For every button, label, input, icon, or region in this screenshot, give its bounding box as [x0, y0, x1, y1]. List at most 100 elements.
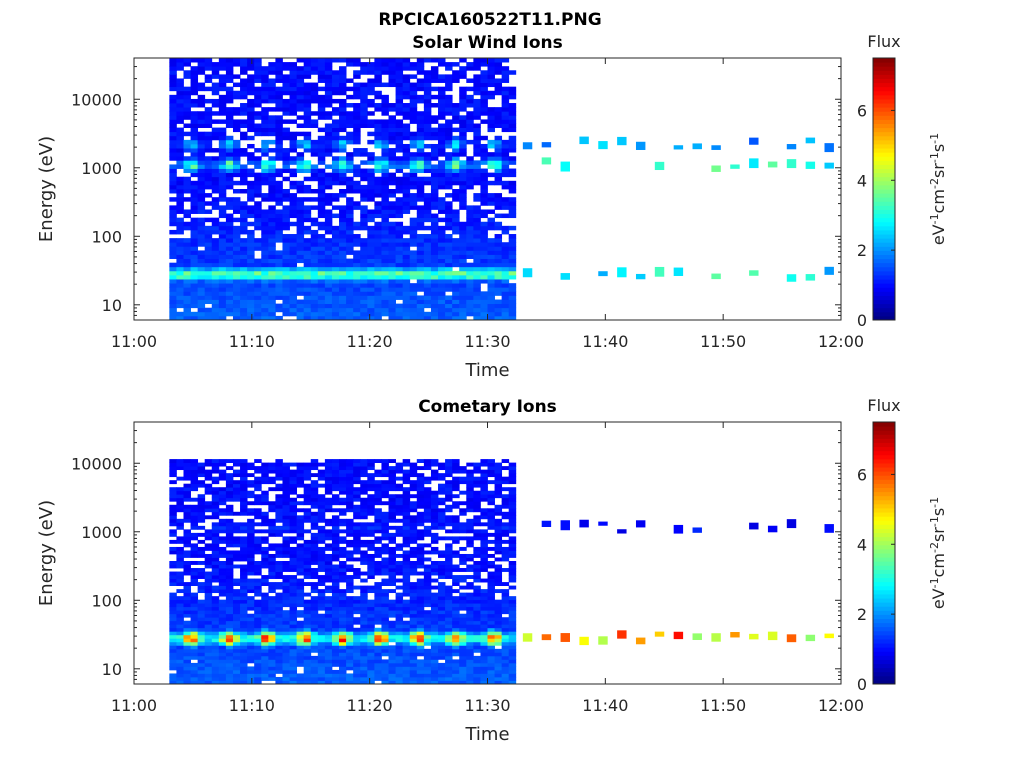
heatmap-cell: [430, 659, 439, 664]
heatmap-cell: [466, 103, 474, 108]
heatmap-cell: [374, 606, 382, 611]
heatmap-cell: [487, 250, 495, 255]
heatmap-cell: [218, 550, 227, 555]
heatmap-cell: [324, 469, 333, 474]
heatmap-cell: [466, 160, 474, 165]
heatmap-cell: [360, 213, 368, 219]
heatmap-cell: [289, 511, 298, 516]
heatmap-cell: [416, 262, 425, 268]
heatmap-cell: [367, 620, 375, 625]
heatmap-cell: [204, 143, 213, 149]
heatmap-cell: [402, 539, 411, 544]
heatmap-cell: [232, 659, 241, 664]
heatmap-cell: [218, 462, 227, 467]
heatmap-cell: [459, 229, 467, 235]
heatmap-cell: [466, 217, 474, 223]
heatmap-cell: [324, 561, 333, 565]
heatmap-cell: [508, 94, 517, 100]
heatmap-cell: [225, 518, 234, 523]
heatmap-cell: [261, 315, 269, 321]
heatmap-cell: [204, 659, 213, 664]
heatmap-cell: [296, 610, 305, 615]
heatmap-cell: [494, 78, 503, 83]
heatmap-cell: [218, 494, 227, 499]
heatmap-cell: [289, 659, 298, 664]
heatmap-cell: [438, 585, 446, 590]
heatmap-cell: [381, 205, 389, 210]
heatmap-cell: [367, 119, 375, 124]
heatmap-cell: [374, 315, 382, 321]
heatmap-cell: [402, 666, 411, 671]
heatmap-cell: [402, 266, 411, 272]
heatmap-cell: [367, 613, 375, 618]
heatmap-cell: [374, 666, 382, 671]
heatmap-cell: [197, 480, 206, 485]
heatmap-cell: [169, 620, 177, 625]
heatmap-cell: [190, 641, 199, 646]
heatmap-cell: [339, 303, 347, 309]
heatmap-cell: [275, 624, 283, 629]
heatmap-cell: [360, 624, 368, 629]
heatmap-cell: [211, 469, 220, 474]
heatmap-cell: [360, 532, 368, 537]
heatmap-cell: [268, 160, 276, 165]
heatmap-cell: [289, 98, 298, 104]
heatmap-cell: [346, 525, 354, 530]
heatmap-cell: [247, 172, 255, 178]
heatmap-cell: [296, 476, 305, 481]
heatmap-cell: [197, 287, 206, 292]
heatmap-cell: [218, 152, 227, 157]
heatmap-cell: [353, 669, 361, 674]
heatmap-cell: [268, 94, 276, 100]
heatmap-cell: [494, 135, 503, 141]
heatmap-cell: [282, 258, 290, 264]
heatmap-cell: [360, 539, 368, 544]
heatmap-cell: [494, 258, 503, 264]
heatmap-cell: [459, 103, 467, 108]
heatmap-cell: [303, 148, 312, 153]
heatmap-cell: [190, 160, 199, 165]
heatmap-cell: [204, 234, 213, 239]
heatmap-cell: [282, 494, 290, 499]
heatmap-cell: [466, 172, 474, 178]
heatmap-cell: [360, 610, 368, 615]
heatmap-cell: [183, 543, 191, 548]
heatmap-cell: [169, 466, 177, 471]
heatmap-cell: [218, 645, 227, 650]
heatmap-cell: [240, 483, 248, 488]
heatmap-cell: [261, 529, 269, 534]
heatmap-cell: [430, 494, 439, 499]
heatmap-cell: [367, 315, 375, 321]
heatmap-cell: [254, 221, 262, 227]
heatmap-cell: [183, 473, 191, 478]
heatmap-cell: [508, 234, 517, 239]
heatmap-cell: [254, 522, 262, 527]
heatmap-cell: [190, 592, 199, 597]
heatmap-cell: [289, 160, 298, 165]
heatmap-cell: [360, 274, 368, 280]
heatmap-cell: [473, 86, 481, 92]
heatmap-cell: [183, 659, 191, 664]
heatmap-cell: [402, 201, 411, 206]
heatmap-cell: [367, 480, 375, 485]
heatmap-cell: [218, 564, 227, 569]
heatmap-cell: [254, 652, 262, 657]
heatmap-cell: [501, 205, 510, 210]
heatmap-cell: [416, 634, 425, 639]
heatmap-cell: [268, 662, 276, 667]
heatmap-cell: [211, 82, 220, 88]
heatmap-cell: [183, 74, 191, 79]
heatmap-cell: [190, 662, 199, 667]
heatmap-cell: [261, 473, 269, 478]
heatmap-cell: [211, 589, 220, 594]
heatmap-cell: [268, 564, 276, 569]
heatmap-cell: [296, 238, 305, 243]
heatmap-cell: [430, 666, 439, 671]
heatmap-cell: [353, 111, 361, 116]
heatmap-cell: [445, 287, 453, 292]
heatmap-cell: [183, 184, 191, 190]
heatmap-cell: [211, 511, 220, 516]
heatmap-cell: [211, 655, 220, 660]
heatmap-cell: [169, 515, 177, 520]
heatmap-cell: [346, 283, 354, 288]
